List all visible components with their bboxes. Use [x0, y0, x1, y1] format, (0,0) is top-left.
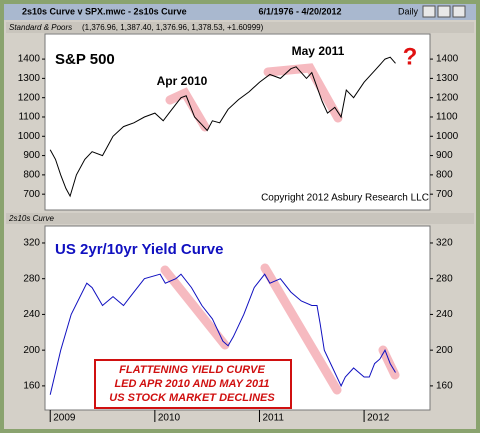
panel-label: 2s10s Curve	[8, 214, 54, 223]
window-range: 6/1/1976 - 4/20/2012	[258, 6, 341, 16]
y-tick-label: 280	[436, 273, 453, 284]
y-tick-label: 900	[436, 150, 453, 161]
y-tick-label: 700	[23, 189, 40, 200]
y-tick-label: 1100	[18, 112, 40, 123]
highlight-band	[160, 265, 230, 350]
annotation: LED APR 2010 AND MAY 2011	[114, 378, 269, 390]
chart-title: S&P 500	[55, 51, 115, 68]
note-box	[94, 359, 292, 409]
highlight-band	[260, 263, 342, 395]
annotation: ?	[403, 43, 418, 70]
data-line	[49, 56, 396, 198]
window-title: 2s10s Curve v SPX.mwc - 2s10s Curve	[22, 6, 187, 16]
y-tick-label: 200	[23, 345, 40, 356]
panel-header	[6, 213, 474, 224]
maximize-button[interactable]	[437, 5, 451, 18]
x-tick-label: 2009	[53, 413, 76, 424]
y-tick-label: 800	[23, 170, 40, 181]
x-tick-label: 2012	[367, 413, 390, 424]
y-tick-label: 1300	[18, 73, 41, 84]
y-tick-label: 320	[436, 238, 453, 249]
panel-header	[6, 22, 474, 33]
quote: (1,376.96, 1,387.40, 1,376.96, 1,378.53,…	[82, 23, 264, 32]
annotation: Copyright 2012 Asbury Research LLC	[261, 193, 429, 204]
y-tick-label: 200	[436, 345, 453, 356]
y-tick-label: 1100	[436, 112, 458, 123]
x-tick-label: 2011	[262, 413, 284, 424]
minimize-button[interactable]	[422, 5, 436, 18]
y-tick-label: 240	[436, 309, 453, 320]
plot-area	[44, 33, 431, 211]
y-tick-label: 900	[23, 150, 40, 161]
y-tick-label: 1400	[18, 54, 41, 65]
highlight-band	[378, 345, 400, 380]
y-tick-label: 280	[23, 273, 40, 284]
annotation: US STOCK MARKET DECLINES	[109, 392, 275, 404]
annotation: May 2011	[292, 44, 345, 58]
y-tick-label: 1200	[436, 92, 459, 103]
y-tick-label: 1400	[436, 54, 459, 65]
x-tick-label: 2010	[158, 413, 181, 424]
panel-label: Standard & Poors	[9, 23, 72, 32]
y-tick-label: 1000	[436, 131, 459, 142]
chart-title: US 2yr/10yr Yield Curve	[55, 241, 223, 258]
highlight-band	[263, 63, 343, 123]
title-bar	[4, 4, 476, 20]
y-tick-label: 1300	[436, 73, 459, 84]
annotation: Apr 2010	[157, 74, 208, 88]
data-line	[49, 273, 396, 395]
annotation: FLATTENING YIELD CURVE	[119, 364, 265, 376]
y-tick-label: 1000	[18, 131, 41, 142]
y-tick-label: 240	[23, 309, 40, 320]
y-tick-label: 160	[23, 381, 40, 392]
highlight-band	[165, 87, 210, 132]
y-tick-label: 800	[436, 170, 453, 181]
y-tick-label: 700	[436, 189, 453, 200]
y-tick-label: 320	[23, 238, 40, 249]
y-tick-label: 1200	[18, 92, 41, 103]
y-tick-label: 160	[436, 381, 453, 392]
window-interval: Daily	[398, 6, 419, 16]
close-button[interactable]	[452, 5, 466, 18]
